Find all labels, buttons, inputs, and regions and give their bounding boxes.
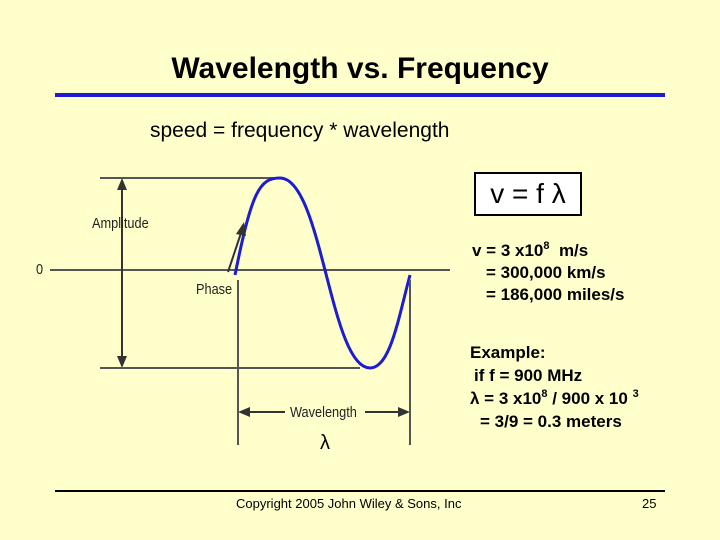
formula-box: v = f λ: [474, 172, 582, 216]
lambda-label: λ: [320, 432, 330, 454]
wavelength-arrow-right-head: [398, 407, 410, 417]
zero-label: 0: [36, 261, 44, 278]
example-line-2-exponent: 8: [541, 388, 548, 400]
example-line-1: if f = 900 MHz: [474, 366, 583, 385]
page-number: 25: [642, 496, 657, 511]
wave-diagram-graphic: [50, 176, 450, 445]
speed-line-2: = 300,000 km/s: [486, 263, 606, 282]
copyright-text: Copyright 2005 John Wiley & Sons, Inc: [236, 496, 462, 511]
formula-text: v = f λ: [490, 178, 566, 209]
phase-label: Phase: [196, 281, 233, 298]
speed-line-1-prefix: v = 3 x10: [472, 241, 544, 260]
title-underline: [55, 93, 665, 97]
speed-of-light-block: v = 3 x108 m/s = 300,000 km/s = 186,000 …: [472, 240, 624, 306]
wave-diagram: Amplitude 0 Phase Wavelength λ: [30, 160, 470, 460]
example-line-3: = 3/9 = 0.3 meters: [480, 412, 622, 431]
sine-wave: [233, 176, 412, 370]
example-heading: Example:: [470, 343, 546, 362]
speed-equation-text: speed = frequency * wavelength: [150, 119, 450, 142]
speed-line-1: v = 3 x108 m/s: [472, 240, 624, 262]
slide-title: Wavelength vs. Frequency: [171, 52, 549, 85]
phase-arrow-shaft: [227, 229, 243, 273]
phase-arrow-head: [236, 222, 246, 236]
footer-rule: [55, 490, 665, 492]
amplitude-arrow-up: [117, 178, 127, 190]
example-line-2-mid: / 900 x 10: [547, 389, 633, 408]
wavelength-label: Wavelength: [290, 404, 357, 421]
amplitude-label: Amplitude: [92, 215, 149, 232]
example-line-2-exponent-2: 3: [632, 388, 639, 400]
amplitude-arrow-down: [117, 356, 127, 368]
wavelength-arrow-left-head: [238, 407, 250, 417]
example-line-2: λ = 3 x108 / 900 x 10 3: [470, 387, 639, 410]
speed-line-3: = 186,000 miles/s: [486, 285, 625, 304]
speed-line-1-exponent: 8: [543, 240, 550, 252]
example-line-2-prefix: λ = 3 x10: [470, 389, 542, 408]
example-block: Example: if f = 900 MHz λ = 3 x108 / 900…: [470, 341, 639, 433]
speed-line-1-suffix: m/s: [549, 241, 589, 260]
